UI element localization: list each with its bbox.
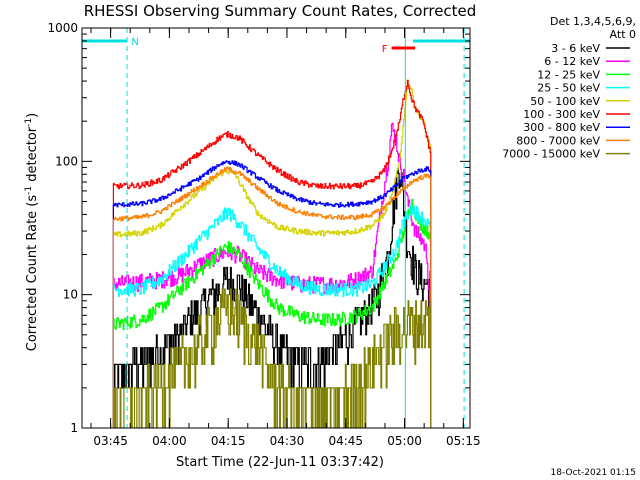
legend-label-5: 50 - 100 keV — [530, 95, 600, 108]
series-line-2 — [112, 122, 432, 428]
series-line-5 — [112, 79, 432, 428]
y-axis-label-mid: detector — [25, 126, 40, 186]
series-line-1 — [112, 168, 432, 428]
legend-header-line-2: Att 0 — [610, 28, 636, 41]
y-axis-label-main: Corrected Count Rate (s — [25, 195, 40, 352]
x-tick-label: 05:00 — [387, 434, 422, 448]
x-tick-label: 04:30 — [270, 434, 305, 448]
legend-label-7: 300 - 800 keV — [523, 121, 600, 134]
series-line-8 — [112, 166, 432, 428]
legend-label-3: 12 - 25 keV — [537, 68, 600, 81]
x-tick-label: 04:45 — [328, 434, 363, 448]
y-tick-label: 1000 — [47, 21, 78, 35]
y-tick-label: 1 — [70, 421, 78, 435]
y-axis-label-sup1: -1 — [24, 186, 34, 195]
series-line-9 — [113, 288, 432, 428]
series-line-3 — [112, 198, 432, 428]
x-tick-label: 04:00 — [152, 434, 187, 448]
y-axis-label: Corrected Count Rate (s-1 detector-1) — [24, 113, 40, 351]
y-axis-label-end: ) — [25, 113, 40, 118]
plot-area — [112, 79, 432, 428]
y-tick-label: 100 — [55, 154, 78, 168]
x-axis-label: Start Time (22-Jun-11 03:37:42) — [176, 455, 384, 470]
x-tick-label: 05:15 — [446, 434, 481, 448]
chart-title: RHESSI Observing Summary Count Rates, Co… — [84, 2, 477, 20]
legend-label-4: 25 - 50 keV — [537, 82, 600, 95]
overlay-lines: NF — [82, 28, 470, 428]
y-axis-label-sup2: -1 — [24, 118, 34, 127]
legend-label-9: 7000 - 15000 keV — [502, 148, 600, 161]
series-line-7 — [112, 160, 432, 428]
plot-frame — [81, 27, 471, 429]
series-line-4 — [112, 203, 432, 428]
legend-label-2: 6 - 12 keV — [544, 55, 600, 68]
flag-label-N: N — [131, 37, 138, 48]
legend-header-line-1: Det 1,3,4,5,6,9, — [550, 15, 636, 28]
footer-timestamp: 18-Oct-2021 01:15 — [551, 468, 636, 478]
x-tick-label: 03:45 — [93, 434, 128, 448]
legend-label-8: 800 - 7000 keV — [516, 134, 600, 147]
series-line-6 — [112, 80, 432, 428]
x-tick-label: 04:15 — [211, 434, 246, 448]
legend-label-1: 3 - 6 keV — [551, 42, 600, 55]
axes: 1 10 100 1000 03:45 04:00 04:15 04:30 04:45 05:00… — [47, 21, 480, 448]
flag-label-F: F — [382, 44, 388, 55]
y-tick-label: 10 — [63, 288, 78, 302]
legend-label-6: 100 - 300 keV — [523, 108, 600, 121]
